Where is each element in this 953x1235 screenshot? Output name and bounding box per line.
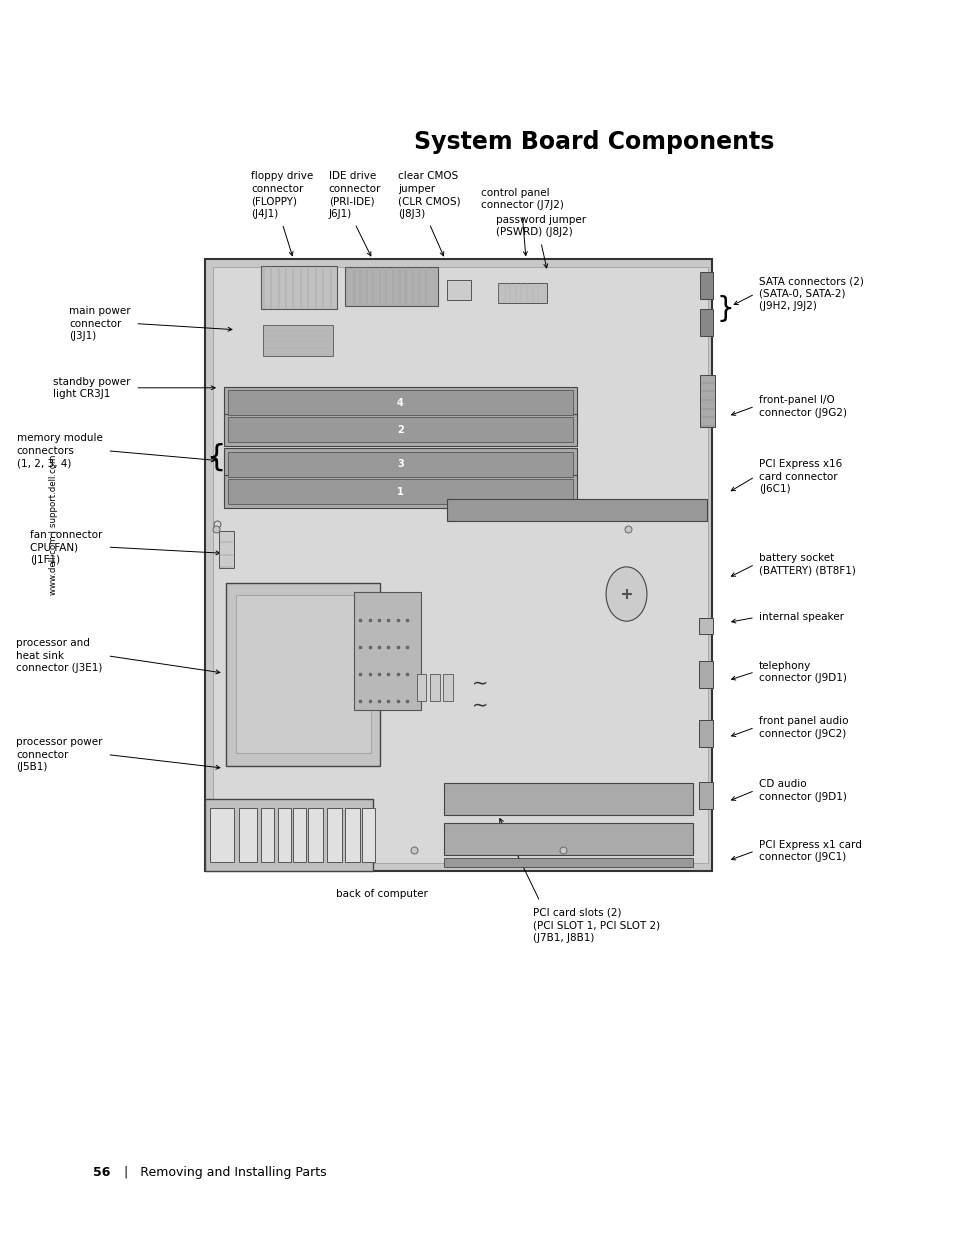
Circle shape — [605, 567, 646, 621]
Bar — [416, 674, 426, 701]
Bar — [344, 267, 437, 306]
Bar — [228, 417, 572, 442]
Bar — [362, 808, 375, 862]
Text: front panel audio
connector (J9C2): front panel audio connector (J9C2) — [758, 716, 847, 739]
Bar — [699, 782, 712, 809]
Text: password jumper
(PSWRD) (J8J2): password jumper (PSWRD) (J8J2) — [496, 215, 585, 237]
Text: back of computer: back of computer — [335, 889, 427, 899]
Bar — [699, 618, 712, 634]
Text: 3: 3 — [396, 459, 403, 469]
Text: SATA connectors (2)
(SATA-0, SATA-2)
(J9H2, J9J2): SATA connectors (2) (SATA-0, SATA-2) (J9… — [758, 277, 862, 311]
Text: clear CMOS
jumper
(CLR CMOS)
(J8J3): clear CMOS jumper (CLR CMOS) (J8J3) — [397, 172, 460, 219]
Bar — [223, 475, 577, 508]
Bar — [354, 592, 420, 710]
Bar — [260, 808, 274, 862]
Bar — [344, 808, 359, 862]
Text: www.dell.com | support.dell.com: www.dell.com | support.dell.com — [49, 454, 58, 595]
Bar — [219, 531, 233, 568]
Bar — [443, 674, 452, 701]
Bar — [223, 414, 577, 446]
Text: control panel
connector (J7J2): control panel connector (J7J2) — [480, 188, 563, 210]
Text: 2: 2 — [396, 425, 403, 435]
Text: System Board Components: System Board Components — [414, 131, 774, 154]
Text: 4: 4 — [396, 398, 403, 408]
Text: |   Removing and Installing Parts: | Removing and Installing Parts — [112, 1166, 326, 1179]
Bar — [228, 479, 572, 504]
Text: standby power
light CR3J1: standby power light CR3J1 — [53, 377, 131, 399]
Bar — [260, 266, 336, 309]
Bar — [223, 387, 577, 419]
Bar — [700, 309, 712, 336]
Bar — [327, 808, 341, 862]
Bar — [205, 259, 711, 871]
Bar — [223, 448, 577, 480]
Bar — [444, 783, 692, 815]
Text: PCI Express x1 card
connector (J9C1): PCI Express x1 card connector (J9C1) — [758, 840, 861, 862]
Bar — [447, 499, 707, 521]
Bar — [213, 267, 708, 863]
Bar — [699, 720, 712, 747]
Text: $\sim$: $\sim$ — [467, 672, 487, 692]
Text: memory module
connectors
(1, 2, 3, 4): memory module connectors (1, 2, 3, 4) — [17, 433, 103, 468]
Text: CD audio
connector (J9D1): CD audio connector (J9D1) — [758, 779, 845, 802]
Text: IDE drive
connector
(PRI-IDE)
J6J1): IDE drive connector (PRI-IDE) J6J1) — [329, 172, 380, 219]
Text: }: } — [716, 295, 734, 322]
Bar — [228, 452, 572, 477]
Bar — [226, 583, 379, 766]
Text: 1: 1 — [396, 487, 403, 496]
Text: main power
connector
(J3J1): main power connector (J3J1) — [69, 306, 131, 341]
Text: telephony
connector (J9D1): telephony connector (J9D1) — [758, 661, 845, 683]
Text: battery socket
(BATTERY) (BT8F1): battery socket (BATTERY) (BT8F1) — [758, 553, 855, 576]
Text: 56: 56 — [93, 1166, 111, 1179]
Text: PCI Express x16
card connector
(J6C1): PCI Express x16 card connector (J6C1) — [758, 459, 841, 494]
Bar — [699, 661, 712, 688]
Bar — [497, 283, 546, 303]
Bar — [444, 858, 692, 867]
Bar — [277, 808, 291, 862]
Bar — [700, 375, 714, 427]
Bar — [238, 808, 257, 862]
Bar — [700, 272, 712, 299]
Text: front-panel I/O
connector (J9G2): front-panel I/O connector (J9G2) — [758, 395, 845, 417]
Bar — [447, 280, 471, 300]
Bar — [228, 390, 572, 415]
Text: floppy drive
connector
(FLOPPY)
(J4J1): floppy drive connector (FLOPPY) (J4J1) — [251, 172, 314, 219]
Bar — [210, 808, 233, 862]
Text: internal speaker: internal speaker — [758, 613, 842, 622]
Bar — [235, 595, 371, 753]
Bar — [444, 823, 692, 855]
Bar — [205, 799, 372, 871]
Bar — [308, 808, 323, 862]
Text: fan connector
CPU FAN)
(J1F1): fan connector CPU FAN) (J1F1) — [30, 530, 103, 564]
Bar — [430, 674, 439, 701]
Text: PCI card slots (2)
(PCI SLOT 1, PCI SLOT 2)
(J7B1, J8B1): PCI card slots (2) (PCI SLOT 1, PCI SLOT… — [533, 908, 659, 942]
Text: processor power
connector
(J5B1): processor power connector (J5B1) — [16, 737, 103, 772]
Text: $\sim$: $\sim$ — [467, 694, 487, 714]
Bar — [294, 808, 305, 862]
Text: {: { — [207, 442, 226, 472]
Text: processor and
heat sink
connector (J3E1): processor and heat sink connector (J3E1) — [16, 638, 103, 673]
Bar — [262, 325, 333, 356]
